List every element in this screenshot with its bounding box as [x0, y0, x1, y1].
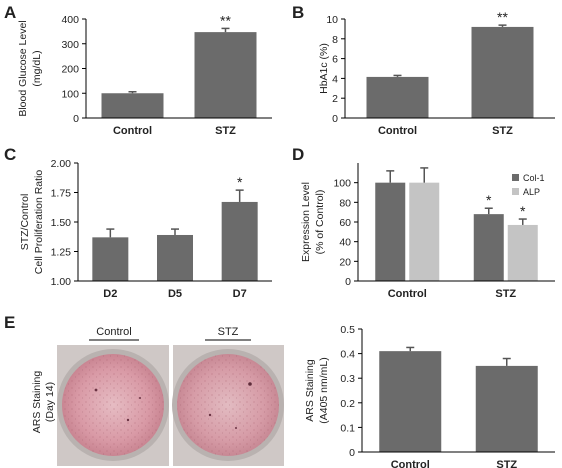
- panel-letter-c: C: [4, 145, 16, 164]
- legend-swatch-alp: [512, 188, 519, 195]
- bar-e-0: [379, 351, 442, 452]
- bar-c-2-significance: *: [237, 174, 243, 190]
- ytick-label-a-3: 300: [61, 39, 79, 51]
- bar-c-0: [92, 237, 129, 281]
- bar-d-col-1-1-significance: *: [486, 192, 492, 208]
- panel-c: C STZ/Control Cell Proliferation Ratio 1.00…: [4, 145, 272, 300]
- bar-b-1: [471, 26, 534, 119]
- legend-label-col-1: Col-1: [523, 173, 545, 183]
- ytick-label-c-3: 1.75: [51, 188, 72, 200]
- ytick-label-b-4: 8: [332, 34, 338, 46]
- ylabel-b-line1: HbA1c (%): [318, 43, 330, 94]
- ytick-label-d-3: 60: [339, 217, 351, 229]
- ytick-label-e-2: 0.2: [340, 398, 355, 410]
- ytick-label-c-1: 1.25: [51, 247, 72, 259]
- ylabel-e-line2: (A405 nm/mL): [318, 357, 330, 424]
- ytick-label-e-4: 0.4: [340, 349, 355, 361]
- ytick-label-b-0: 0: [332, 113, 338, 125]
- bar-e-1: [475, 365, 538, 452]
- ytick-label-e-3: 0.3: [340, 373, 355, 385]
- bar-c-1: [157, 234, 193, 281]
- bar-c-2: [221, 201, 258, 281]
- ytick-label-d-5: 100: [333, 178, 351, 190]
- ylabel-c-line2: Cell Proliferation Ratio: [33, 170, 45, 275]
- bar-d-col-1-0: [375, 182, 406, 281]
- ytick-label-b-5: 10: [326, 14, 338, 26]
- ylabel-d-line1: Expression Level: [300, 182, 312, 262]
- bar-d-alp-0: [409, 182, 440, 281]
- category-label-e-1: STZ: [496, 459, 517, 468]
- ytick-label-d-1: 20: [339, 256, 351, 268]
- ytick-label-c-4: 2.00: [51, 158, 72, 170]
- panel-letter-a: A: [4, 3, 16, 22]
- ytick-label-d-4: 80: [339, 197, 351, 209]
- petri-dish-control: [57, 345, 169, 466]
- bar-a-1: [194, 32, 257, 118]
- ytick-label-c-0: 1.00: [51, 276, 72, 288]
- bar-d-alp-1-significance: *: [520, 203, 526, 219]
- ytick-label-d-2: 40: [339, 237, 351, 249]
- panel-letter-e: E: [4, 313, 15, 332]
- ytick-label-e-0: 0: [349, 447, 355, 459]
- bar-b-1-significance: **: [497, 9, 508, 25]
- category-label-a-1: STZ: [215, 125, 236, 137]
- ytick-label-b-1: 2: [332, 93, 338, 105]
- ytick-label-d-0: 0: [345, 276, 351, 288]
- ylabel-a-line2: (mg/dL): [31, 50, 43, 86]
- category-label-c-2: D7: [233, 288, 247, 300]
- panel-e-chart: ARS Staining (A405 nm/mL) 0 0.1 0.2 0.3 0.4 0.5…: [304, 324, 555, 468]
- panel-b: B HbA1c (%) 0 2 4 6 8 10 ** Control STZ: [292, 3, 555, 137]
- ytick-label-a-0: 0: [73, 113, 79, 125]
- e-photo-ylabel-line1: ARS Staining: [31, 371, 43, 434]
- ytick-label-e-5: 0.5: [340, 324, 355, 336]
- panel-letter-b: B: [292, 3, 304, 22]
- bar-b-0: [366, 76, 429, 118]
- ylabel-c-line1: STZ/Control: [19, 194, 31, 251]
- e-photo-label-control: Control: [96, 326, 131, 338]
- bar-d-col-1-1: [473, 214, 504, 281]
- bar-a-1-significance: **: [220, 12, 231, 28]
- category-label-b-0: Control: [378, 125, 417, 137]
- category-label-c-0: D2: [103, 288, 117, 300]
- category-label-a-0: Control: [113, 125, 152, 137]
- panel-e-photos: E ARS Staining (Day 14) Control STZ: [4, 313, 284, 466]
- petri-dish-stz: [172, 345, 284, 466]
- ytick-label-a-4: 400: [61, 14, 79, 26]
- legend-swatch-col-1: [512, 174, 519, 181]
- ytick-label-c-2: 1.50: [51, 217, 72, 229]
- e-photo-ylabel-line2: (Day 14): [44, 382, 56, 422]
- ytick-label-b-3: 6: [332, 54, 338, 66]
- panel-letter-d: D: [292, 145, 304, 164]
- category-label-d-0: Control: [388, 288, 427, 300]
- ylabel-d-line2: (% of Control): [314, 190, 326, 255]
- ylabel-a-line1: Blood Glucose Level: [17, 20, 29, 116]
- legend-label-alp: ALP: [523, 187, 540, 197]
- category-label-e-0: Control: [391, 459, 430, 468]
- e-photo-label-stz: STZ: [218, 326, 239, 338]
- category-label-b-1: STZ: [492, 125, 513, 137]
- bar-a-0: [101, 93, 164, 118]
- ytick-label-a-2: 200: [61, 64, 79, 76]
- category-label-c-1: D5: [168, 288, 182, 300]
- ytick-label-a-1: 100: [61, 88, 79, 100]
- ytick-label-b-2: 4: [332, 73, 338, 85]
- category-label-d-1: STZ: [495, 288, 516, 300]
- ylabel-e-line1: ARS Staining: [304, 359, 316, 422]
- ytick-label-e-1: 0.1: [340, 422, 355, 434]
- bar-d-alp-1: [507, 224, 538, 281]
- panel-d: D Expression Level (% of Control) 0 20 40 60 80…: [292, 145, 555, 300]
